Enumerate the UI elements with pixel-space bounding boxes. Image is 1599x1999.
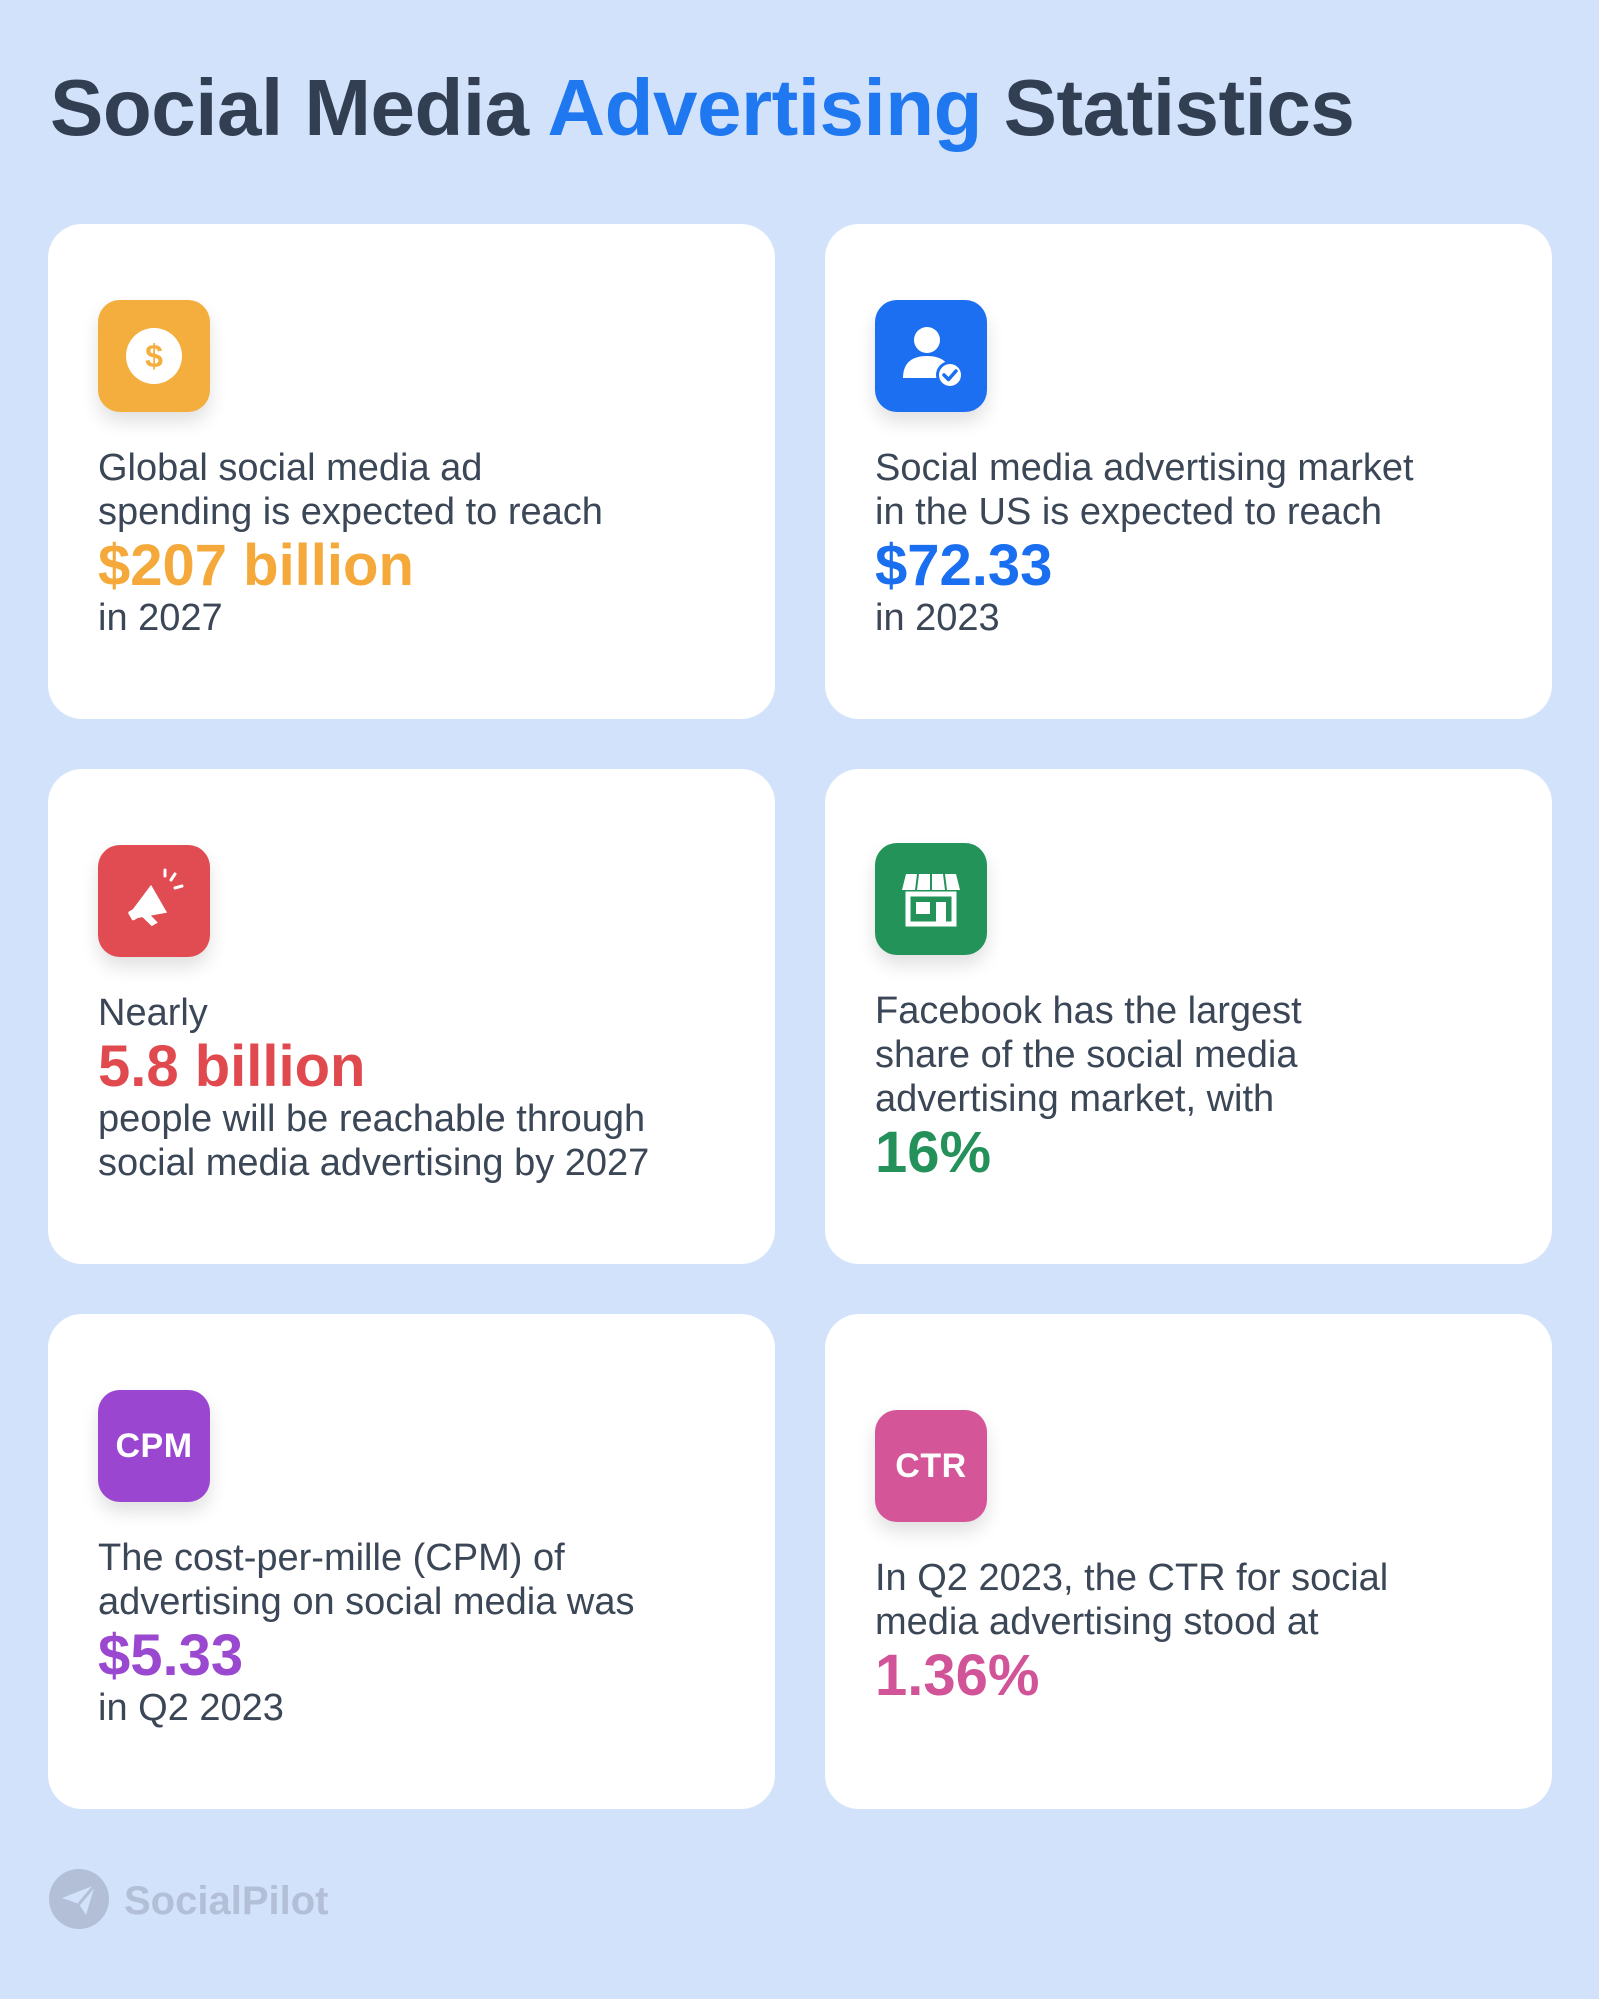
stat-text-before: Social media advertising market in the U… [875,447,1414,533]
brand-logo: SocialPilot [48,1868,329,1935]
page-title: Social Media Advertising Statistics [50,60,1355,156]
title-accent: Advertising [547,63,982,152]
stat-value: $5.33 [98,1623,244,1688]
stat-card-reach: Nearly 5.8 billion people will be reacha… [48,769,775,1264]
stat-value: 16% [875,1120,992,1185]
stat-text-before: In Q2 2023, the CTR for social media adv… [875,1557,1389,1643]
megaphone-icon [98,845,210,957]
stat-card-us-market: Social media advertising market in the U… [825,224,1552,719]
ctr-icon: CTR [875,1410,987,1522]
svg-text:$: $ [145,338,163,374]
stat-text-before: The cost-per-mille (CPM) of advertising … [98,1537,635,1623]
stat-value: $72.33 [875,533,1053,598]
stat-card-facebook-share: Facebook has the largest share of the so… [825,769,1552,1264]
dollar-coin-icon: $ [98,300,210,412]
storefront-icon [875,843,987,955]
title-part-2: Statistics [981,63,1355,152]
stat-value: 5.8 billion [98,1034,366,1099]
title-part-1: Social Media [50,63,548,152]
verified-user-icon [875,300,987,412]
stat-text-before: Global social media ad spending is expec… [98,447,603,533]
stat-text-before: Facebook has the largest share of the so… [875,990,1302,1120]
cpm-icon: CPM [98,1390,210,1502]
paper-plane-logo-icon [48,1868,110,1935]
stat-text-after: in 2027 [98,597,223,639]
stat-text-after: people will be reachable through social … [98,1098,650,1184]
brand-name: SocialPilot [124,1879,329,1923]
stat-text-before: Nearly [98,992,208,1034]
stat-value: 1.36% [875,1643,1040,1708]
stat-text-after: in 2023 [875,597,1000,639]
stat-card-ctr: CTR In Q2 2023, the CTR for social media… [825,1314,1552,1809]
stat-text-after: in Q2 2023 [98,1687,284,1729]
stat-card-cpm: CPM The cost-per-mille (CPM) of advertis… [48,1314,775,1809]
stats-grid: $ Global social media ad spending is exp… [48,224,1552,1809]
stat-value: $207 billion [98,533,414,598]
stat-card-ad-spending: $ Global social media ad spending is exp… [48,224,775,719]
